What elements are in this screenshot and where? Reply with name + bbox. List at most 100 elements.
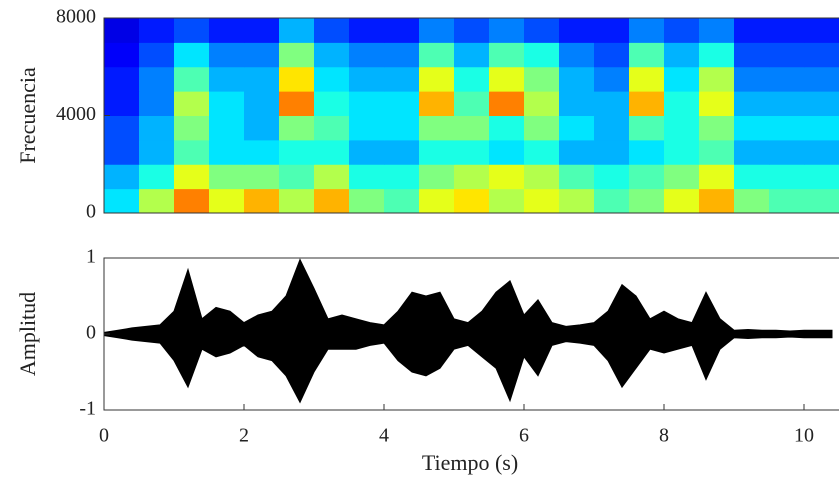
y-tick-label: 1 — [86, 246, 96, 268]
spectrogram-cell — [524, 115, 560, 141]
spectrogram-cell — [594, 164, 630, 190]
x-tick-label: 10 — [794, 425, 814, 447]
spectrogram-cell — [454, 42, 490, 68]
spectrogram-cell — [174, 139, 210, 165]
spectrogram-cell — [804, 164, 839, 190]
spectrogram-cell — [454, 91, 490, 116]
spectrogram-cell — [139, 91, 175, 116]
spectrogram-cell — [524, 42, 560, 68]
y-tick-label: -1 — [79, 398, 96, 420]
x-tick-label: 8 — [659, 425, 669, 447]
spectrogram-cell — [594, 91, 630, 116]
x-axis-label: Tiempo (s) — [422, 450, 518, 475]
spectrogram-cell — [349, 91, 385, 116]
spectrogram-cell — [594, 139, 630, 165]
spectrogram-cell — [314, 139, 350, 165]
spectrogram-cell — [419, 139, 455, 165]
spectrogram-cell — [384, 18, 420, 43]
spectrogram-cell — [349, 18, 385, 43]
spectrogram-cell — [104, 42, 140, 68]
spectrogram-cell — [314, 91, 350, 116]
y-tick-label: 0 — [86, 201, 96, 223]
spectrogram-cell — [629, 188, 665, 214]
spectrogram-cell — [139, 66, 175, 92]
spectrogram-cell — [524, 66, 560, 92]
spectrogram-cell — [489, 188, 525, 214]
spectrogram-cell — [174, 188, 210, 214]
spectrogram-cell — [699, 42, 735, 68]
spectrogram-cell — [804, 115, 839, 141]
spectrogram-cell — [139, 42, 175, 68]
spectrogram-cell — [804, 66, 839, 92]
spectrogram-cell — [104, 18, 140, 43]
spectrogram-cell — [699, 188, 735, 214]
spectrogram-cell — [734, 115, 770, 141]
spectrogram-cell — [664, 18, 700, 43]
spectrogram-cell — [769, 115, 805, 141]
spectrogram-cell — [664, 42, 700, 68]
spectrogram-cell — [104, 66, 140, 92]
spectrogram-cell — [104, 115, 140, 141]
spectrogram-cell — [209, 139, 245, 165]
spectrogram-cell — [244, 18, 280, 43]
spectrogram-cell — [734, 18, 770, 43]
spectrogram-cell — [279, 91, 315, 116]
spectrogram-cell — [699, 115, 735, 141]
spectrogram-cell — [104, 164, 140, 190]
spectrogram-cell — [139, 115, 175, 141]
spectrogram-cell — [489, 66, 525, 92]
spectrogram-cell — [349, 139, 385, 165]
spectrogram-cell — [629, 42, 665, 68]
spectrogram-cell — [244, 91, 280, 116]
spectrogram-cell — [489, 91, 525, 116]
spectrogram-cell — [244, 66, 280, 92]
spectrogram-cell — [559, 42, 595, 68]
spectrogram-cell — [524, 18, 560, 43]
spectrogram-cell — [454, 164, 490, 190]
spectrogram-cell — [524, 139, 560, 165]
spectrogram-cell — [209, 164, 245, 190]
spectrogram-cell — [559, 164, 595, 190]
spectrogram-cell — [209, 188, 245, 214]
spectrogram-cell — [524, 164, 560, 190]
spectrogram-cell — [384, 42, 420, 68]
spectrogram-cell — [314, 164, 350, 190]
y-tick-label: 8000 — [56, 6, 96, 28]
spectrogram-cell — [384, 115, 420, 141]
spectrogram-cell — [244, 188, 280, 214]
spectrogram-cell — [524, 91, 560, 116]
spectrogram-cell — [594, 42, 630, 68]
spectrogram-cell — [209, 42, 245, 68]
spectrogram-cell — [279, 66, 315, 92]
spectrogram-cell — [454, 66, 490, 92]
spectrogram-cell — [349, 42, 385, 68]
spectrogram-cell — [454, 139, 490, 165]
spectrogram-cell — [314, 188, 350, 214]
x-tick-label: 2 — [239, 425, 249, 447]
spectrogram-cell — [419, 188, 455, 214]
spectrogram-cell — [209, 18, 245, 43]
spectrogram-cell — [769, 66, 805, 92]
spectrogram-cell — [279, 115, 315, 141]
spectrogram-cell — [384, 188, 420, 214]
spectrogram-cell — [489, 164, 525, 190]
waveform-envelope — [103, 333, 833, 404]
spectrogram-cell — [804, 188, 839, 214]
spectrogram-cell — [174, 164, 210, 190]
spectrogram-cell — [769, 18, 805, 43]
spectrogram-cell — [279, 188, 315, 214]
spectrogram-cell — [524, 188, 560, 214]
spectrogram-cell — [314, 115, 350, 141]
spectrogram-cell — [664, 139, 700, 165]
spectrogram-cell — [419, 42, 455, 68]
spectrogram-cell — [804, 139, 839, 165]
spectrogram-cell — [174, 91, 210, 116]
spectrogram-cell — [244, 164, 280, 190]
y-tick-label: 0 — [86, 322, 96, 344]
spectrogram-cell — [454, 18, 490, 43]
spectrogram-cell — [769, 164, 805, 190]
spectrogram-cell — [174, 115, 210, 141]
spectrogram-cell — [699, 91, 735, 116]
waveform-envelope — [103, 258, 833, 335]
